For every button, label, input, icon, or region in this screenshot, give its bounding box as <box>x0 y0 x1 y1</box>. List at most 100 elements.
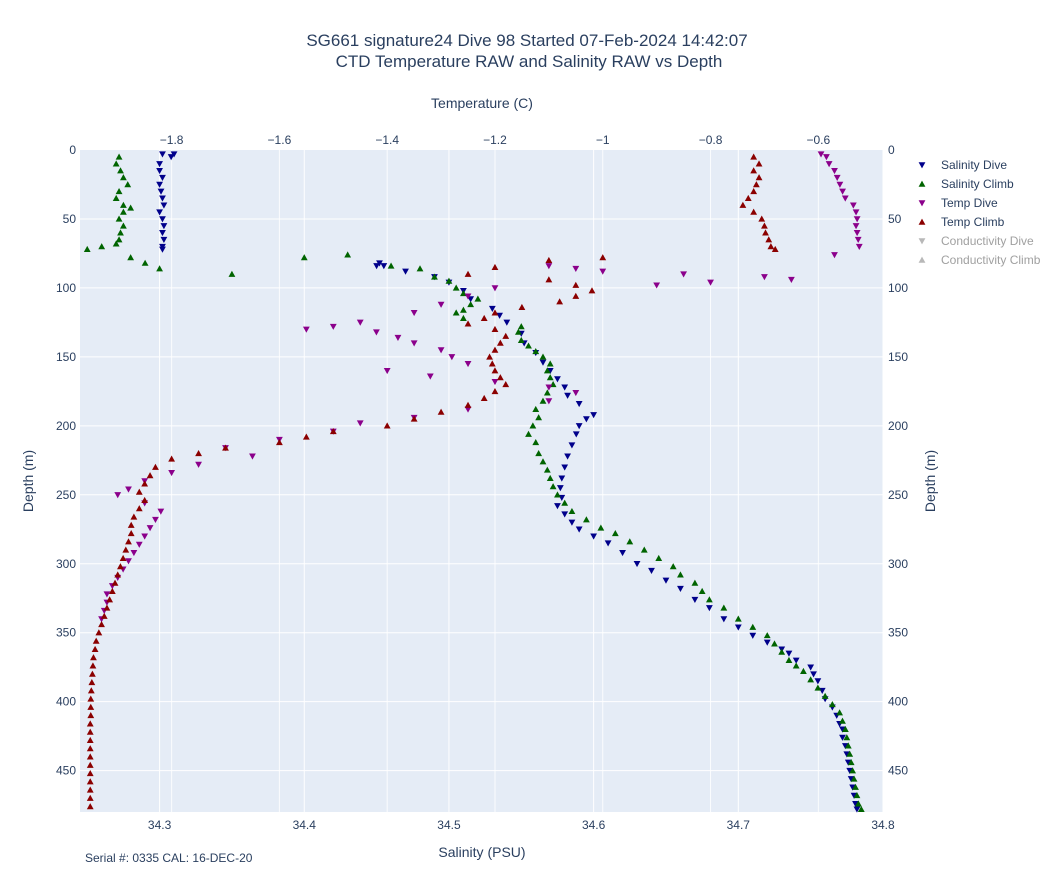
salinity-climb-point <box>115 153 123 160</box>
depth-tick-label-right: 150 <box>888 350 908 364</box>
temp-dive-point <box>817 151 825 158</box>
salinity-dive-point <box>792 657 800 664</box>
temp-climb-point <box>141 480 149 487</box>
depth-tick-label-left: 0 <box>69 143 76 157</box>
temp-climb-point <box>739 201 747 208</box>
salinity-tick-label: 34.3 <box>148 818 172 832</box>
salinity-climb-point <box>539 353 547 360</box>
legend-marker-triangle-down-icon <box>918 238 926 245</box>
salinity-climb-point <box>778 648 786 655</box>
temp-dive-point <box>545 263 553 270</box>
temp-dive-point <box>410 340 418 347</box>
legend-marker-triangle-up-icon <box>918 218 926 225</box>
salinity-climb-point <box>836 709 843 716</box>
salinity-dive-point <box>561 511 569 518</box>
temp-climb-point <box>87 703 95 710</box>
temp-climb-point <box>599 254 607 261</box>
temp-climb-point <box>491 263 499 270</box>
salinity-climb-point <box>785 656 793 664</box>
grid-lines <box>80 150 884 812</box>
salinity-climb-point <box>98 243 106 250</box>
temp-climb-point <box>744 194 752 201</box>
salinity-climb-point <box>344 251 352 258</box>
legend-item-temp-climb[interactable]: Temp Climb <box>918 215 1005 229</box>
plot-background[interactable] <box>80 150 883 812</box>
salinity-dive-point <box>157 188 165 195</box>
temp-climb-point <box>106 596 114 603</box>
temperature-tick-label: −1.4 <box>375 133 399 147</box>
chart-title-line1: SG661 signature24 Dive 98 Started 07-Feb… <box>306 31 747 50</box>
salinity-dive-point <box>156 161 163 168</box>
salinity-climb-point <box>115 215 123 222</box>
salinity-dive-point <box>159 246 166 253</box>
legend-item-salinity-climb[interactable]: Salinity Climb <box>918 177 1014 191</box>
depth-tick-label-right: 250 <box>888 488 908 502</box>
salinity-dive-point <box>590 412 598 419</box>
legend-item-conductivity-climb[interactable]: Conductivity Climb <box>918 253 1041 267</box>
salinity-climb-point <box>83 245 91 253</box>
temp-climb-point <box>464 320 472 327</box>
temp-dive-point <box>157 508 165 515</box>
temp-dive-point <box>680 271 687 278</box>
temp-dive-point <box>114 492 122 499</box>
salinity-dive-point <box>159 174 166 181</box>
salinity-climb-point <box>228 270 236 277</box>
salinity-climb-point <box>127 254 135 261</box>
temp-dive-point <box>855 243 863 250</box>
temp-dive-point <box>146 525 154 532</box>
salinity-climb-point <box>850 775 858 782</box>
legend-marker-triangle-down-icon <box>918 200 926 207</box>
salinity-climb-point <box>117 167 124 174</box>
salinity-climb-point <box>460 306 467 313</box>
temp-climb-point <box>496 339 504 346</box>
temp-dive-point <box>836 181 844 188</box>
salinity-climb-point <box>705 596 713 603</box>
temp-climb-point <box>572 292 580 299</box>
legend-item-salinity-dive[interactable]: Salinity Dive <box>918 158 1008 172</box>
salinity-dive-point <box>648 567 655 575</box>
salinity-climb-point <box>535 414 543 421</box>
salinity-dive-point <box>633 561 641 568</box>
temp-climb-point <box>480 314 488 321</box>
salinity-dive-point <box>568 519 576 526</box>
temp-climb-point <box>86 769 94 777</box>
temp-dive-point <box>329 323 337 330</box>
depth-tick-label-right: 350 <box>888 626 908 640</box>
salinity-dive-point <box>749 632 757 639</box>
temp-climb-point <box>86 778 94 785</box>
temp-climb-point <box>491 309 499 316</box>
temp-climb-point <box>100 612 108 619</box>
salinity-climb-point <box>640 546 648 553</box>
salinity-climb-point <box>852 783 859 790</box>
legend-item-temp-dive[interactable]: Temp Dive <box>918 196 998 210</box>
salinity-climb-point <box>120 222 127 229</box>
temp-climb-point <box>556 298 564 305</box>
temp-dive-point <box>356 420 364 427</box>
temp-dive-point <box>168 470 176 477</box>
salinity-climb-point <box>611 530 619 537</box>
salinity-climb-point <box>669 563 677 570</box>
temp-dive-point <box>356 319 364 326</box>
salinity-climb-point <box>554 491 561 498</box>
depth-tick-label-right: 400 <box>888 695 908 709</box>
legend-label: Temp Climb <box>941 215 1005 229</box>
depth-tick-label-left: 350 <box>56 626 76 640</box>
salinity-climb-point <box>763 632 771 639</box>
salinity-climb-point <box>853 792 861 799</box>
salinity-climb-point <box>655 554 663 561</box>
temp-climb-point <box>135 505 143 512</box>
temp-climb-point <box>302 433 310 440</box>
temp-climb-point <box>545 256 553 264</box>
depth-tick-label-right: 100 <box>888 281 908 295</box>
temp-climb-point <box>88 670 96 677</box>
salinity-tick-labels: 34.3 34.4 34.5 34.6 34.7 34.8 <box>148 818 895 832</box>
temp-climb-point <box>755 160 763 167</box>
legend-item-conductivity-dive[interactable]: Conductivity Dive <box>918 234 1034 248</box>
temp-dive-point <box>833 174 841 181</box>
temp-dive-point <box>545 398 553 405</box>
depth-tick-label-right: 200 <box>888 419 908 433</box>
temp-climb-point <box>752 181 760 188</box>
temp-dive-point <box>141 533 149 540</box>
temp-dive-point <box>448 354 456 361</box>
temp-dive-point <box>437 347 445 354</box>
